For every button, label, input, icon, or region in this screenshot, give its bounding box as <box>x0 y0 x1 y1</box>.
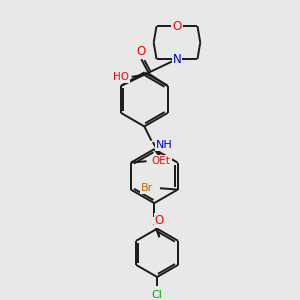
Text: O: O <box>136 45 146 58</box>
Text: NH: NH <box>156 140 172 150</box>
Text: N: N <box>172 52 182 66</box>
Text: HO: HO <box>113 72 129 82</box>
Text: OEt: OEt <box>152 156 171 166</box>
Text: Br: Br <box>141 183 153 193</box>
Text: Cl: Cl <box>152 290 163 300</box>
Text: O: O <box>154 214 164 227</box>
Text: O: O <box>172 20 182 33</box>
